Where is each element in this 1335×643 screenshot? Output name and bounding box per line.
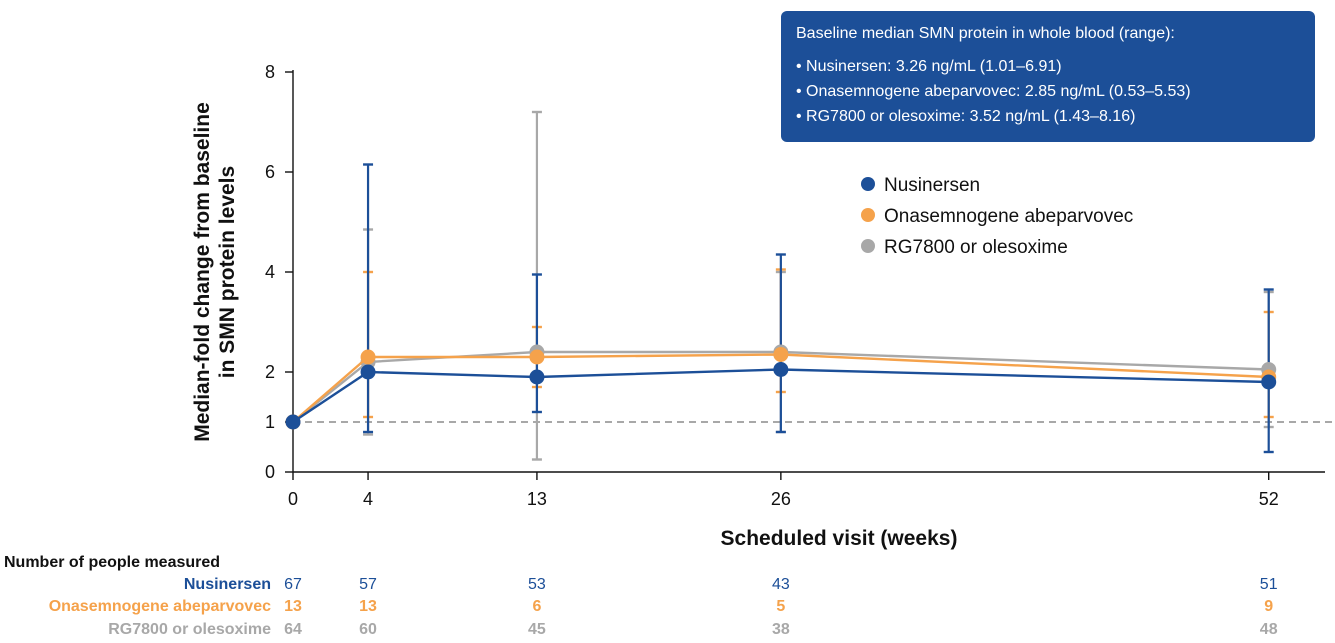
data-point (285, 414, 301, 430)
x-tick-label: 13 (527, 489, 547, 509)
data-point (773, 347, 789, 362)
counts-row-label: Onasemnogene abeparvovec (49, 598, 271, 615)
legend-label: Onasemnogene abeparvovec (884, 206, 1133, 227)
counts-value: 38 (772, 621, 790, 638)
x-axis-title: Scheduled visit (weeks) (721, 527, 958, 550)
legend-marker (861, 208, 875, 222)
counts-value: 64 (284, 621, 302, 638)
info-box-line: • RG7800 or olesoxime: 3.52 ng/mL (1.43–… (796, 108, 1135, 125)
counts-value: 67 (284, 576, 302, 593)
y-tick-label: 6 (265, 162, 275, 182)
y-tick-label: 2 (265, 362, 275, 382)
y-axis-title: Median-fold change from baselinein SMN p… (191, 102, 239, 442)
counts-table: Number of people measured Nusinersen 67 57 5… (4, 554, 1278, 638)
counts-value: 13 (284, 598, 302, 615)
legend-marker (861, 239, 875, 253)
y-tick-label: 8 (265, 62, 275, 82)
counts-value: 6 (532, 598, 541, 615)
counts-value: 60 (359, 621, 377, 638)
info-box-background (781, 11, 1315, 142)
counts-value: 48 (1260, 621, 1278, 638)
counts-row-label: Nusinersen (184, 576, 271, 593)
info-box-line: • Onasemnogene abeparvovec: 2.85 ng/mL (… (796, 83, 1191, 100)
baseline-info-box: Baseline median SMN protein in whole blo… (781, 11, 1315, 142)
counts-value: 43 (772, 576, 790, 593)
counts-value: 45 (528, 621, 546, 638)
series-group (285, 110, 1277, 461)
data-point (1261, 374, 1277, 390)
counts-value: 9 (1264, 598, 1273, 615)
y-tick-label: 4 (265, 262, 275, 282)
info-box-title: Baseline median SMN protein in whole blo… (796, 25, 1175, 42)
legend: Nusinersen Onasemnogene abeparvovec RG7800… (861, 175, 1133, 258)
counts-value: 13 (359, 598, 377, 615)
legend-marker (861, 177, 875, 191)
axes: 0 1 2 4 6 8 0 4 13 26 52 Scheduled visit (weeks) Med… (191, 62, 1325, 550)
data-point (360, 349, 376, 365)
series-0 (285, 362, 1277, 430)
error-bars-2 (363, 110, 1274, 461)
counts-row-label: RG7800 or olesoxime (108, 621, 271, 638)
y-axis-title-line: in SMN protein levels (216, 166, 239, 378)
info-box-line: • Nusinersen: 3.26 ng/mL (1.01–6.91) (796, 58, 1062, 75)
counts-value: 53 (528, 576, 546, 593)
x-tick-label: 4 (363, 489, 373, 509)
legend-label: Nusinersen (884, 175, 980, 196)
data-point (529, 349, 545, 365)
data-point (773, 362, 789, 377)
x-tick-label: 0 (288, 489, 298, 509)
counts-value: 57 (359, 576, 377, 593)
x-tick-label: 52 (1259, 489, 1279, 509)
y-tick-label: 0 (265, 462, 275, 482)
error-bars-1 (363, 268, 1274, 419)
counts-value: 51 (1260, 576, 1278, 593)
counts-value: 5 (776, 598, 785, 615)
y-axis-title-line: Median-fold change from baseline (191, 102, 214, 442)
counts-title: Number of people measured (4, 554, 220, 571)
error-bars-0 (363, 163, 1274, 454)
data-point (529, 369, 545, 385)
legend-label: RG7800 or olesoxime (884, 237, 1068, 258)
x-tick-label: 26 (771, 489, 791, 509)
data-point (360, 364, 376, 380)
y-tick-label: 1 (265, 412, 275, 432)
